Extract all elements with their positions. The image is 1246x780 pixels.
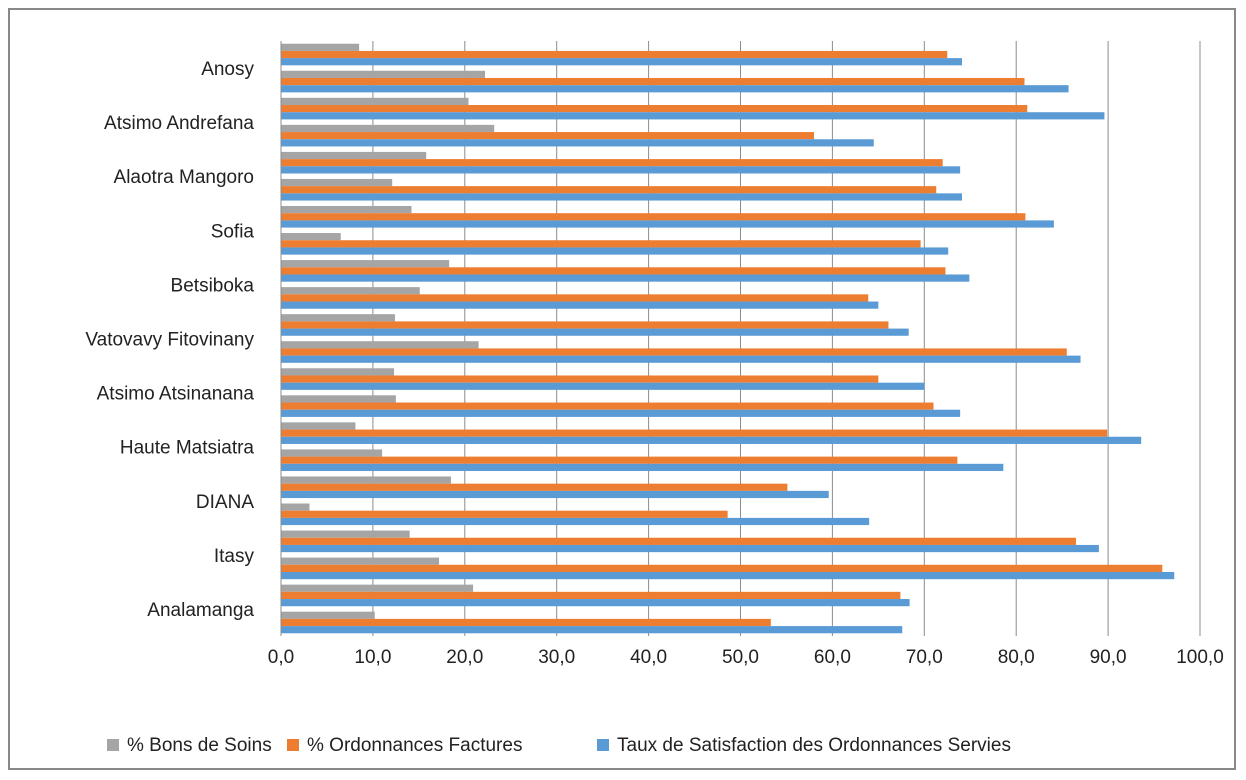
y-category-label: Betsiboka bbox=[171, 275, 255, 296]
bar-ordonnances bbox=[281, 132, 815, 140]
legend-swatch-bons bbox=[107, 739, 119, 751]
bar-ordonnances bbox=[281, 564, 1163, 572]
bar-taux bbox=[281, 355, 1081, 363]
bar-ordonnances bbox=[281, 429, 1108, 437]
x-tick-label: 90,0 bbox=[1090, 647, 1127, 668]
bar-taux bbox=[281, 58, 962, 66]
bar-ordonnances bbox=[281, 537, 1076, 545]
bars bbox=[281, 43, 1175, 634]
bar-ordonnances bbox=[281, 105, 1028, 113]
bar-bons bbox=[281, 341, 479, 349]
bar-taux bbox=[281, 274, 970, 282]
bar-bons bbox=[281, 395, 396, 403]
bar-taux bbox=[281, 463, 1004, 472]
bar-bons bbox=[281, 530, 410, 538]
bar-taux bbox=[281, 301, 879, 309]
x-tick-label: 80,0 bbox=[998, 647, 1035, 668]
y-category-label: DIANA bbox=[196, 492, 254, 513]
legend-label-bons: % Bons de Soins bbox=[127, 735, 272, 756]
bar-taux bbox=[281, 409, 961, 417]
bar-bons bbox=[281, 97, 469, 106]
y-category-label: Atsimo Atsinanana bbox=[97, 384, 255, 405]
bar-bons bbox=[281, 557, 440, 565]
bar-taux bbox=[281, 139, 874, 147]
bar-ordonnances bbox=[281, 50, 948, 59]
x-tick-label: 100,0 bbox=[1176, 647, 1224, 668]
bar-bons bbox=[281, 287, 420, 295]
y-category-label: Analamanga bbox=[147, 600, 254, 621]
bar-taux bbox=[281, 112, 1105, 120]
bar-bons bbox=[281, 178, 393, 187]
y-category-label: Haute Matsiatra bbox=[120, 438, 255, 459]
bar-taux bbox=[281, 247, 949, 255]
x-tick-label: 30,0 bbox=[538, 647, 575, 668]
bar-ordonnances bbox=[281, 402, 934, 410]
y-category-label: Vatovavy Fitovinany bbox=[85, 330, 254, 351]
bar-taux bbox=[281, 220, 1054, 228]
bar-bons bbox=[281, 422, 356, 430]
bar-bons bbox=[281, 205, 412, 214]
bar-bons bbox=[281, 584, 474, 592]
bar-ordonnances bbox=[281, 240, 921, 248]
bar-ordonnances bbox=[281, 213, 1026, 221]
y-category-label: Anosy bbox=[201, 59, 254, 80]
bar-taux bbox=[281, 571, 1175, 580]
bar-taux bbox=[281, 599, 910, 607]
bar-bons bbox=[281, 43, 360, 51]
bar-taux bbox=[281, 436, 1142, 444]
y-category-label: Alaotra Mangoro bbox=[114, 167, 254, 188]
y-category-label: Sofia bbox=[211, 221, 255, 242]
legend-swatch-taux bbox=[597, 739, 609, 751]
bar-taux bbox=[281, 517, 870, 526]
bar-ordonnances bbox=[281, 483, 788, 491]
legend-swatch-ordonnances bbox=[287, 739, 299, 751]
x-tick-label: 40,0 bbox=[630, 647, 667, 668]
bar-ordonnances bbox=[281, 510, 728, 518]
bar-ordonnances bbox=[281, 618, 771, 627]
bar-ordonnances bbox=[281, 348, 1067, 356]
bar-bons bbox=[281, 70, 486, 78]
bar-bons bbox=[281, 260, 450, 268]
x-tick-label: 60,0 bbox=[814, 647, 851, 668]
bar-ordonnances bbox=[281, 159, 943, 167]
x-tick-label: 10,0 bbox=[354, 647, 391, 668]
bar-ordonnances bbox=[281, 375, 879, 383]
bar-taux bbox=[281, 328, 909, 336]
bar-taux bbox=[281, 382, 925, 390]
bar-bons bbox=[281, 124, 495, 133]
bar-ordonnances bbox=[281, 77, 1025, 86]
axes: 0,0 10,0 20,0 30,0 40,0 50,0 60,0 70,0 80,0 90,0 1… bbox=[85, 41, 1224, 668]
x-tick-label: 0,0 bbox=[268, 647, 294, 668]
bar-taux bbox=[281, 490, 829, 499]
x-tick-label: 70,0 bbox=[906, 647, 943, 668]
x-tick-label: 50,0 bbox=[722, 647, 759, 668]
bar-bons bbox=[281, 611, 375, 619]
bar-ordonnances bbox=[281, 456, 958, 464]
bar-ordonnances bbox=[281, 591, 901, 600]
bar-bons bbox=[281, 368, 395, 376]
bar-bons bbox=[281, 314, 395, 322]
bar-ordonnances bbox=[281, 321, 889, 329]
bar-taux bbox=[281, 544, 1099, 553]
bar-ordonnances bbox=[281, 186, 937, 194]
bar-taux bbox=[281, 193, 962, 201]
bar-taux bbox=[281, 626, 903, 634]
legend-label-ordonnances: % Ordonnances Factures bbox=[307, 735, 522, 756]
y-category-label: Itasy bbox=[214, 546, 255, 567]
legend-label-taux: Taux de Satisfaction des Ordonnances Ser… bbox=[617, 735, 1011, 756]
legend: % Bons de Soins % Ordonnances Factures Tau… bbox=[107, 735, 1011, 756]
x-tick-label: 20,0 bbox=[446, 647, 483, 668]
bar-ordonnances bbox=[281, 267, 946, 275]
bar-bons bbox=[281, 503, 310, 511]
bar-bons bbox=[281, 151, 427, 160]
bar-bons bbox=[281, 233, 341, 241]
bar-taux bbox=[281, 166, 961, 174]
bar-ordonnances bbox=[281, 294, 869, 302]
bar-taux bbox=[281, 85, 1069, 93]
y-category-label: Atsimo Andrefana bbox=[104, 113, 254, 134]
bar-bons bbox=[281, 476, 452, 484]
bar-bons bbox=[281, 449, 383, 457]
